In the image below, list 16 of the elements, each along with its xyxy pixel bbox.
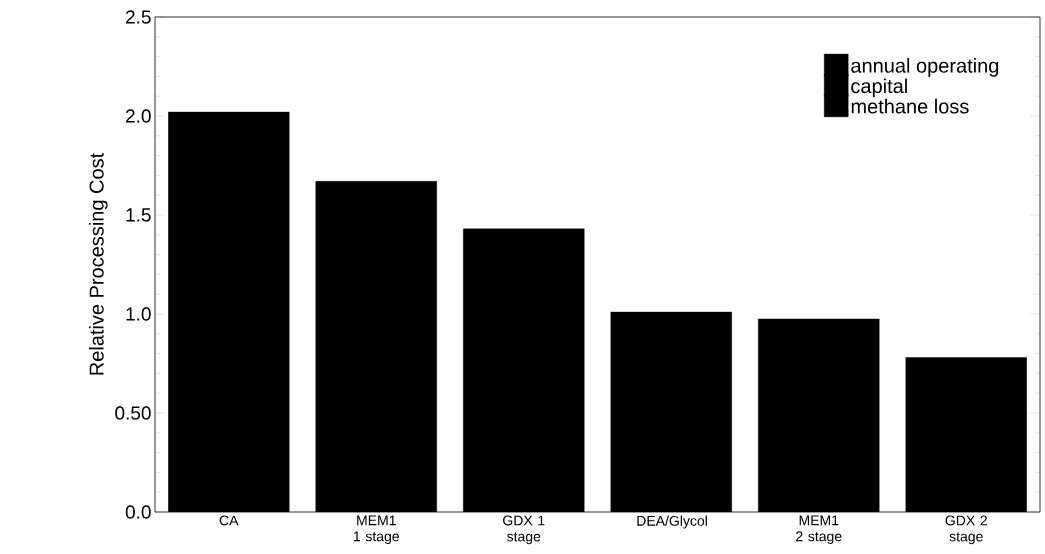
legend-label: capital: [851, 78, 907, 98]
x-tick-label: GDX 1 stage: [503, 515, 545, 545]
y-tick-label: 1.0: [126, 307, 151, 321]
y-tick-label: 1.5: [126, 208, 151, 222]
x-tick-label: GDX 2 stage: [945, 515, 987, 545]
x-tick-label: CA: [219, 515, 239, 526]
legend-label: methane loss: [851, 98, 969, 114]
y-tick-label: 2.5: [126, 10, 151, 24]
legend-label: annual operating: [851, 58, 999, 77]
y-tick-label: 0.0: [125, 505, 151, 519]
x-tick-label: MEM1 2 stage: [796, 515, 842, 545]
y-tick-label: 0.50: [115, 406, 151, 420]
x-tick-label: MEM1 1 stage: [353, 515, 399, 545]
y-axis-title: Relative Processing Cost: [89, 152, 108, 375]
y-tick-label: 2.0: [126, 109, 151, 123]
x-tick-label: DEA/Glycol: [637, 515, 707, 529]
